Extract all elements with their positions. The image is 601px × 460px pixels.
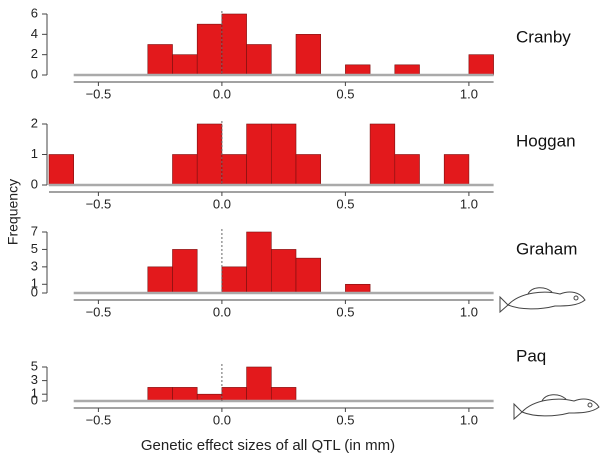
bar	[369, 123, 396, 186]
x-axis-label: Genetic effect sizes of all QTL (in mm)	[141, 437, 395, 454]
bar	[221, 387, 247, 402]
x-tick-label: −0.5	[86, 412, 112, 427]
x-tick-label: −0.5	[86, 86, 112, 101]
x-tick-label: 1.0	[460, 412, 478, 427]
x-tick-label: 0.0	[213, 304, 231, 319]
x-tick-label: 0.0	[213, 196, 231, 211]
y-tick-label: 0	[31, 176, 38, 191]
bar	[147, 387, 173, 402]
y-tick-label: 6	[31, 5, 38, 20]
bar	[48, 154, 75, 186]
bar	[468, 54, 494, 76]
bar	[246, 231, 272, 294]
y-tick-label: 2	[31, 115, 38, 130]
x-tick-label: 0.0	[213, 412, 231, 427]
x-tick-label: 0.5	[336, 304, 354, 319]
y-tick-label: 0	[31, 66, 38, 81]
x-tick-label: 1.0	[460, 196, 478, 211]
y-tick-label: 3	[31, 372, 38, 387]
y-tick-label: 0	[31, 284, 38, 299]
bar	[270, 387, 297, 402]
x-tick-label: 0.5	[336, 196, 354, 211]
y-tick-label: 3	[31, 258, 38, 273]
y-tick-label: 5	[31, 358, 38, 373]
bar	[345, 283, 371, 294]
bar	[270, 249, 297, 294]
bar	[246, 366, 272, 402]
bar	[147, 44, 173, 76]
bar	[196, 123, 223, 186]
bar	[246, 44, 272, 76]
y-tick-label: 4	[31, 26, 38, 41]
x-tick-label: 0.5	[336, 412, 354, 427]
fish-icon	[499, 287, 600, 421]
bar	[147, 266, 173, 294]
bar	[394, 154, 420, 186]
panel-title: Cranby	[516, 27, 571, 46]
bar	[295, 257, 322, 294]
bar	[172, 249, 198, 294]
x-tick-label: −0.5	[86, 196, 112, 211]
bar	[172, 154, 198, 186]
y-tick-label: 1	[31, 276, 38, 291]
bar	[295, 34, 322, 76]
bar	[196, 23, 223, 76]
y-tick-label: 1	[31, 146, 38, 161]
y-tick-label: 1	[31, 386, 38, 401]
bar	[221, 13, 247, 76]
panel-title: Hoggan	[516, 131, 576, 150]
bar	[172, 387, 198, 402]
panel-title: Graham	[516, 239, 577, 258]
y-axis-label: Frequency	[5, 179, 21, 245]
x-tick-label: −0.5	[86, 304, 112, 319]
bar	[221, 266, 247, 294]
bar	[246, 123, 272, 186]
y-tick-label: 2	[31, 46, 38, 61]
bar	[172, 54, 198, 76]
bar	[270, 123, 297, 186]
bar	[345, 64, 371, 76]
bar	[221, 154, 247, 186]
x-tick-label: 1.0	[460, 86, 478, 101]
bar	[394, 64, 420, 76]
y-tick-label: 0	[31, 392, 38, 407]
panel-title: Paq	[516, 346, 546, 365]
x-tick-label: 0.0	[213, 86, 231, 101]
bar	[443, 154, 470, 186]
x-tick-label: 1.0	[460, 304, 478, 319]
bar	[295, 154, 322, 186]
y-tick-label: 5	[31, 241, 38, 256]
x-tick-label: 0.5	[336, 86, 354, 101]
y-tick-label: 7	[31, 223, 38, 238]
